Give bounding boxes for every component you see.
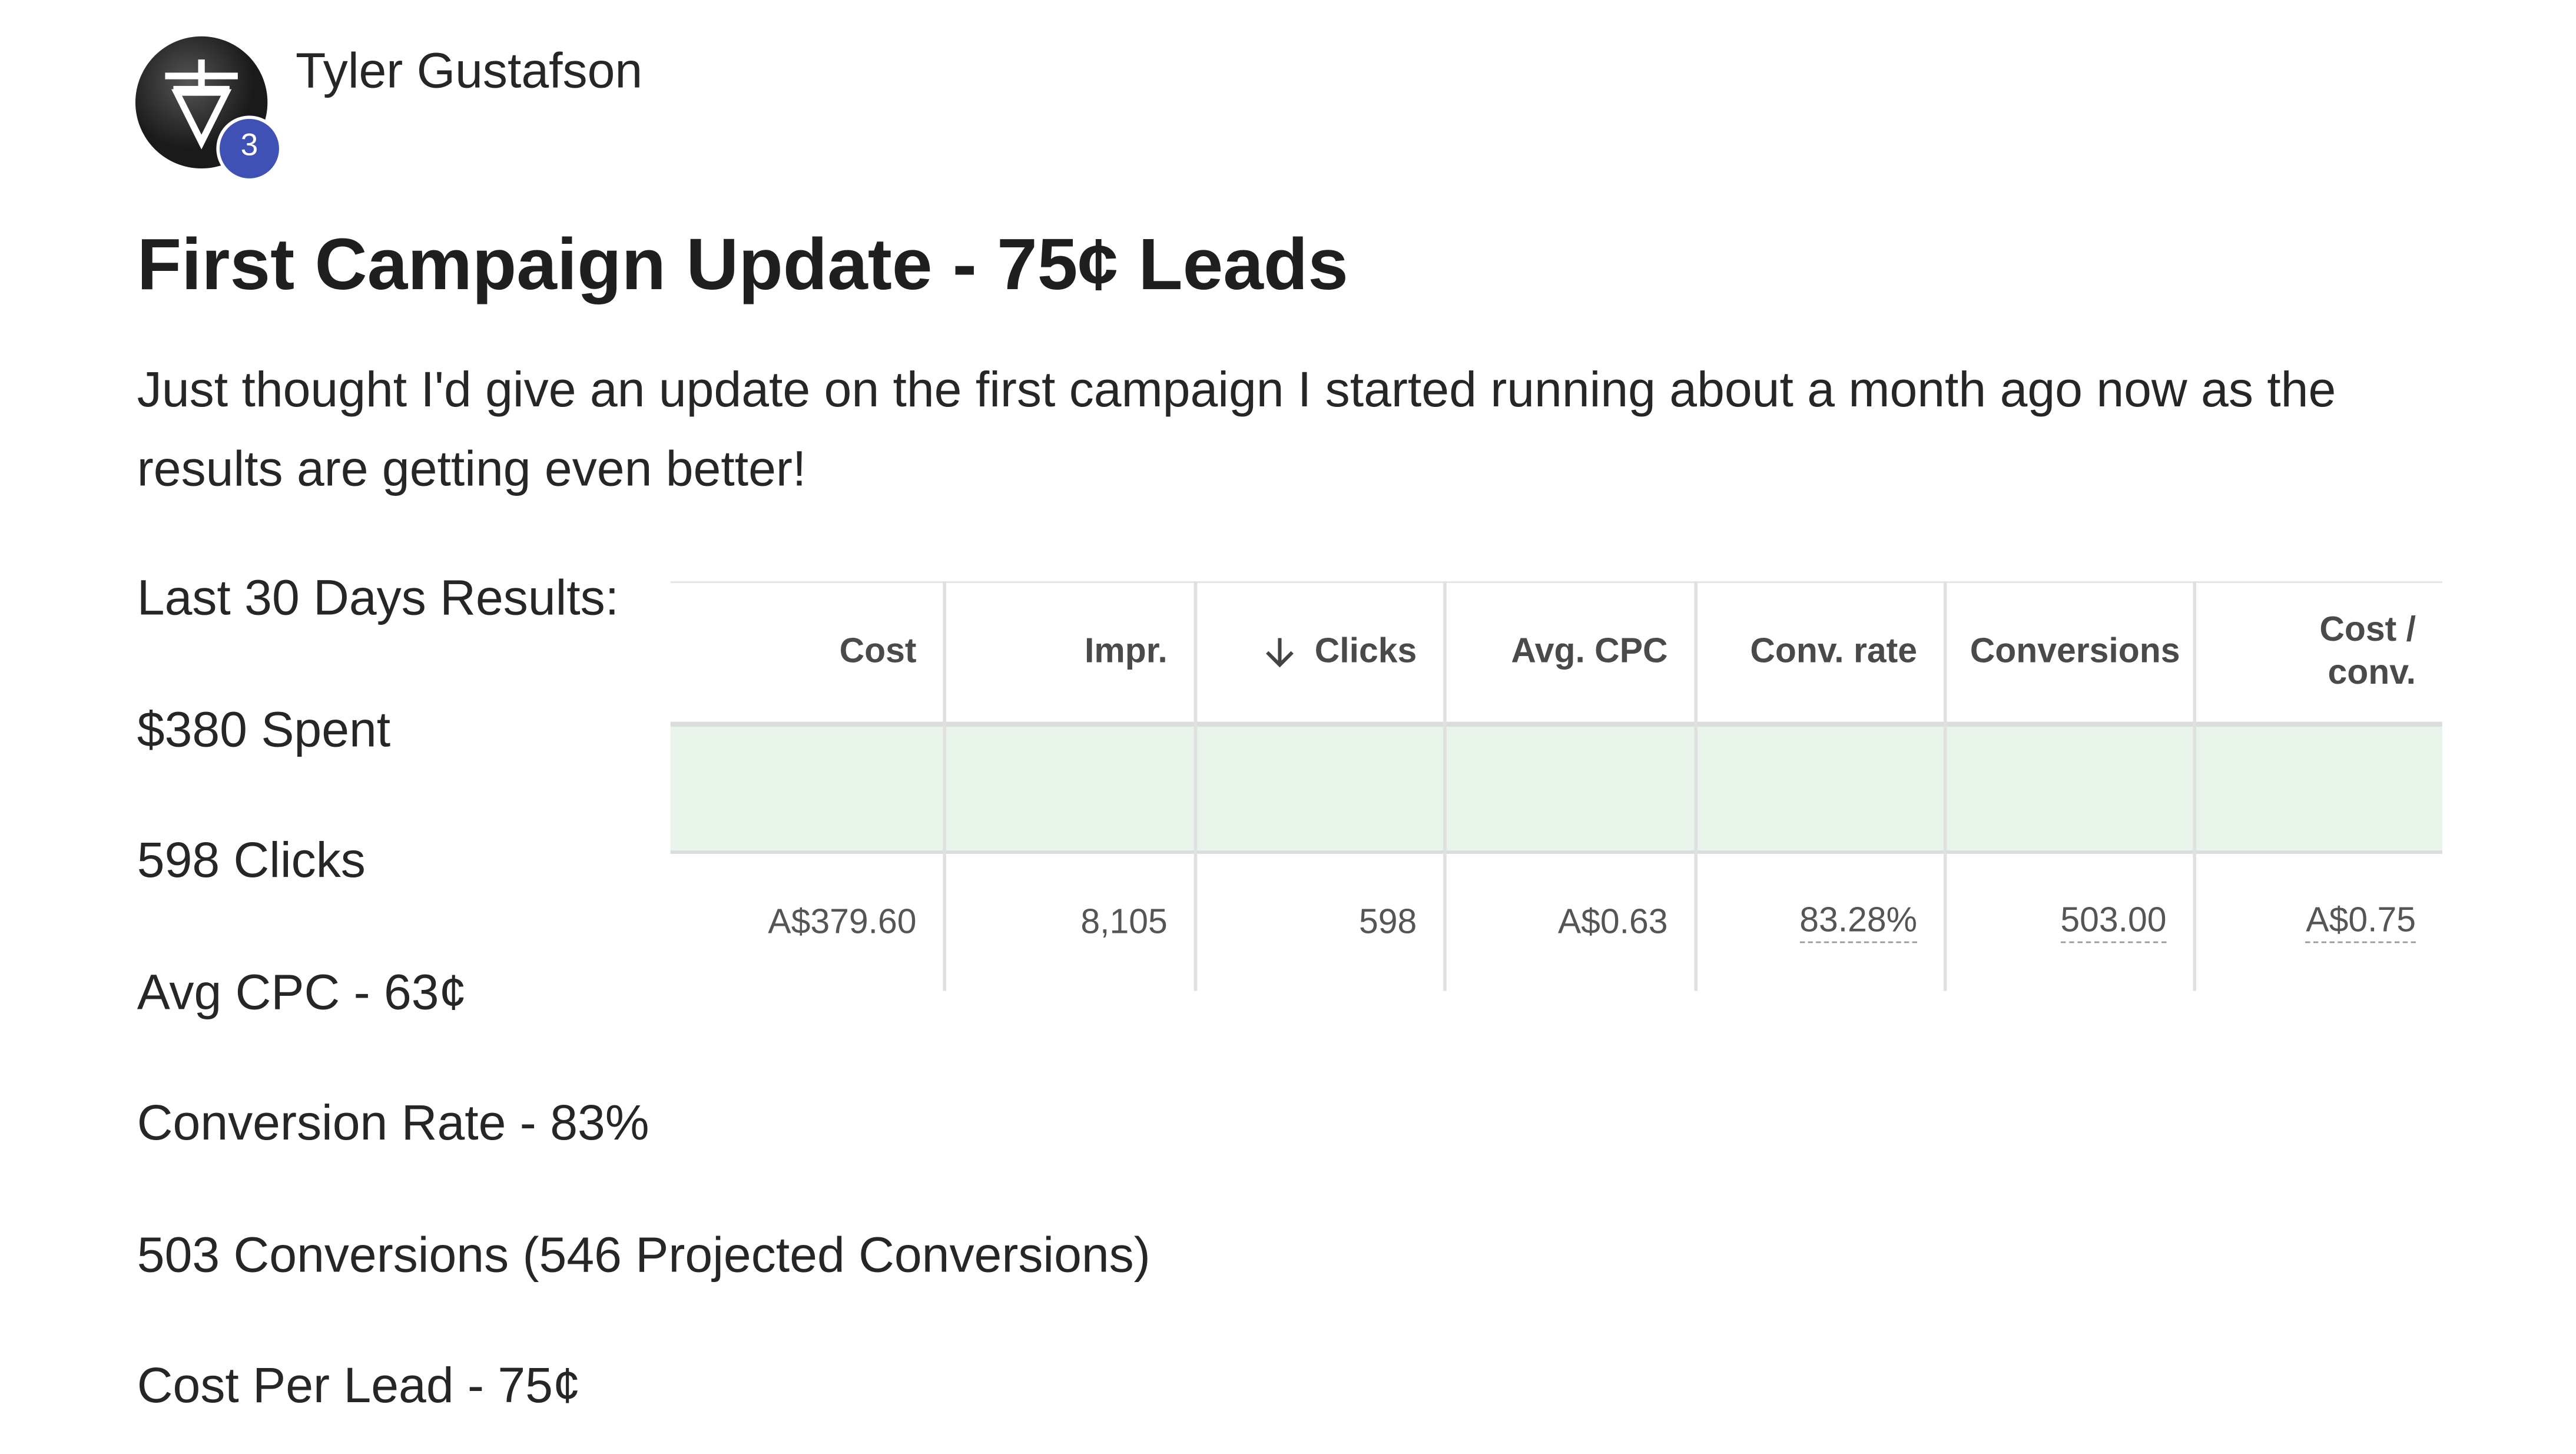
header-text: Conv. rate <box>1750 631 1918 670</box>
header-text: Impr. <box>1085 631 1168 670</box>
sort-arrow[interactable] <box>1258 630 1301 673</box>
result-line: Cost Per Lead - 75¢ <box>137 1359 581 1414</box>
result-line: $380 Spent <box>137 703 391 759</box>
results-table: Cost Impr. Clicks Avg. CPC Conv. rate Convers… <box>670 581 2442 991</box>
cell-text: A$0.75 <box>2306 902 2416 943</box>
column-header[interactable]: Conv. rate <box>1694 581 1943 721</box>
badge: 3 <box>240 128 258 164</box>
cell-text: 598 <box>1358 902 1417 941</box>
header-text: Cost / conv. <box>2319 610 2416 691</box>
table-cell: A$0.75 <box>2193 854 2442 991</box>
cell-text: 8,105 <box>1080 902 1168 941</box>
cell-text: A$0.63 <box>1557 902 1668 941</box>
column-divider <box>1694 581 1698 991</box>
column-header[interactable]: Avg. CPC <box>1443 581 1694 721</box>
result-line: 598 Clicks <box>137 834 366 889</box>
column-divider <box>943 581 946 991</box>
cell-text: A$379.60 <box>768 902 917 941</box>
table-top <box>670 581 2442 583</box>
table-cell: 598 <box>1194 854 1443 991</box>
header-text: Conversions <box>1970 631 2180 670</box>
header-text: Avg. CPC <box>1511 631 1668 670</box>
table-cell: 83.28% <box>1694 854 1943 991</box>
post-title: First Campaign Update - 75¢ Leads <box>137 224 1348 306</box>
column-divider <box>1443 581 1447 991</box>
column-header[interactable]: Conversions <box>1944 581 2193 721</box>
column-divider <box>2193 581 2196 991</box>
column-divider <box>1193 581 1198 991</box>
post-body: Just thought I'd give an update on the f… <box>137 363 2336 498</box>
column-header[interactable]: Cost <box>671 581 943 721</box>
header-text: Clicks <box>1314 631 1417 670</box>
table-cell: A$0.63 <box>1443 854 1694 991</box>
column-header[interactable]: Cost / conv. <box>2193 581 2442 721</box>
result-line: Last 30 Days Results: <box>137 571 619 626</box>
column-header[interactable]: Impr. <box>943 581 1193 721</box>
author-name[interactable]: Tyler Gustafson <box>296 44 643 100</box>
table-cell: 8,105 <box>943 854 1193 991</box>
result-line: Conversion Rate - 83% <box>137 1097 649 1151</box>
header-rule <box>670 721 2442 727</box>
cell-text: 503.00 <box>2060 902 2167 943</box>
table-cell: 503.00 <box>1944 854 2193 991</box>
result-line: 503 Conversions (546 Projected Conversio… <box>137 1228 1151 1284</box>
column-divider <box>1943 581 1947 991</box>
result-line: Avg CPC - 63¢ <box>137 966 467 1021</box>
avatar[interactable] <box>132 33 297 185</box>
highlight-row <box>670 726 2442 854</box>
table-cell: A$379.60 <box>671 854 943 991</box>
column-header[interactable]: Clicks <box>1194 581 1443 721</box>
header-text: Cost <box>839 631 917 670</box>
cell-text: 83.28% <box>1799 902 1918 943</box>
